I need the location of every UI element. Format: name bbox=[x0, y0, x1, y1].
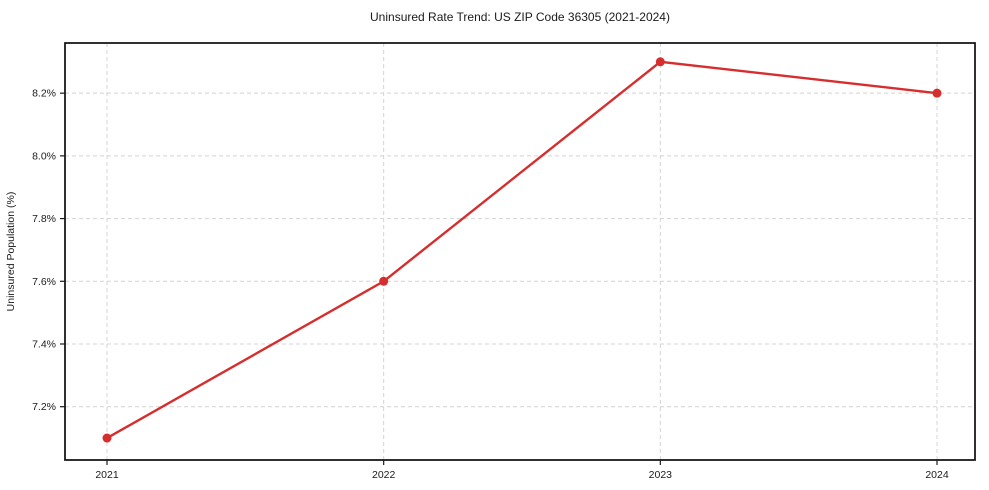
y-tick-label: 8.2% bbox=[32, 88, 56, 100]
data-point bbox=[102, 433, 112, 443]
y-tick-label: 8.0% bbox=[32, 150, 56, 162]
x-tick-label: 2023 bbox=[649, 469, 673, 481]
y-tick-label: 7.2% bbox=[32, 401, 56, 413]
chart-title: Uninsured Rate Trend: US ZIP Code 36305 … bbox=[370, 10, 670, 24]
axis-layer: 7.2% 7.4% 7.6% 7.8% 8.0% 8.2% 2021 2022 2023 2024 bbox=[32, 42, 976, 481]
data-point bbox=[379, 276, 389, 286]
data-point bbox=[932, 88, 942, 98]
x-tick-label: 2022 bbox=[372, 469, 396, 481]
y-tick-label: 7.8% bbox=[32, 213, 56, 225]
plot-border bbox=[64, 42, 976, 461]
x-tick-label: 2024 bbox=[925, 469, 949, 481]
series-layer bbox=[102, 57, 942, 443]
y-tick-label: 7.4% bbox=[32, 338, 56, 350]
x-tick-label: 2021 bbox=[95, 469, 119, 481]
trend-line bbox=[105, 60, 939, 440]
y-axis-label: Uninsured Population (%) bbox=[5, 192, 17, 312]
grid-layer bbox=[65, 43, 975, 460]
y-tick-label: 7.6% bbox=[32, 276, 56, 288]
data-point bbox=[655, 57, 665, 67]
